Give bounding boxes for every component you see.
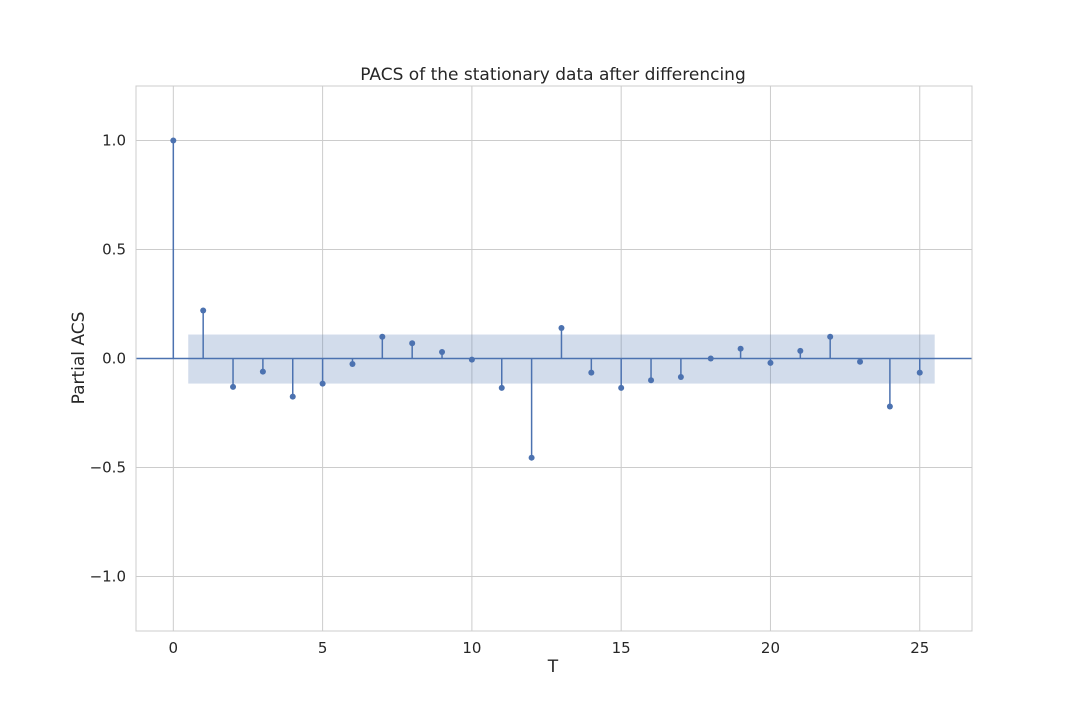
stem-marker [588, 369, 595, 376]
stem-marker [498, 384, 505, 391]
stem-marker [737, 345, 744, 352]
x-tick-label: 25 [910, 639, 929, 657]
plot-frame [135, 85, 973, 632]
stem-marker [289, 393, 296, 400]
x-tick-label: 20 [761, 639, 780, 657]
x-tick-label: 15 [612, 639, 631, 657]
stem-marker [916, 369, 923, 376]
stem-marker [767, 359, 774, 366]
stem-marker [468, 356, 475, 363]
plot-area: 0 5 10 15 20 25 −1.0 −0.5 0.0 0.5 1.0 [90, 85, 973, 657]
stem-marker [886, 403, 893, 410]
x-axis-label: T [547, 657, 559, 677]
y-tick-label: −0.5 [90, 459, 126, 477]
stem-marker [707, 355, 714, 362]
stem-marker [648, 377, 655, 384]
y-tick-label: −1.0 [90, 568, 126, 586]
stem-marker [319, 380, 326, 387]
stem-marker [439, 348, 446, 355]
stem-marker [857, 358, 864, 365]
x-tick-label: 0 [169, 639, 179, 657]
y-tick-label: 1.0 [102, 132, 126, 150]
stem-marker [827, 333, 834, 340]
stem-marker [558, 324, 565, 331]
stem-marker [200, 307, 207, 314]
stem-marker [259, 368, 266, 375]
stem-marker [677, 374, 684, 381]
x-tick-label: 10 [462, 639, 481, 657]
stem-marker [349, 360, 356, 367]
y-tick-label: 0.0 [102, 350, 126, 368]
stem-marker [618, 384, 625, 391]
stem-marker [230, 383, 237, 390]
stem-marker [379, 333, 386, 340]
y-axis-label: Partial ACS [69, 312, 89, 405]
stem-marker [528, 454, 535, 461]
x-tick-label: 5 [318, 639, 328, 657]
stem-marker [170, 137, 177, 144]
stem-marker [797, 347, 804, 354]
stem-marker [409, 340, 416, 347]
y-tick-label: 0.5 [102, 241, 126, 259]
chart-title: PACS of the stationary data after differ… [360, 65, 746, 85]
